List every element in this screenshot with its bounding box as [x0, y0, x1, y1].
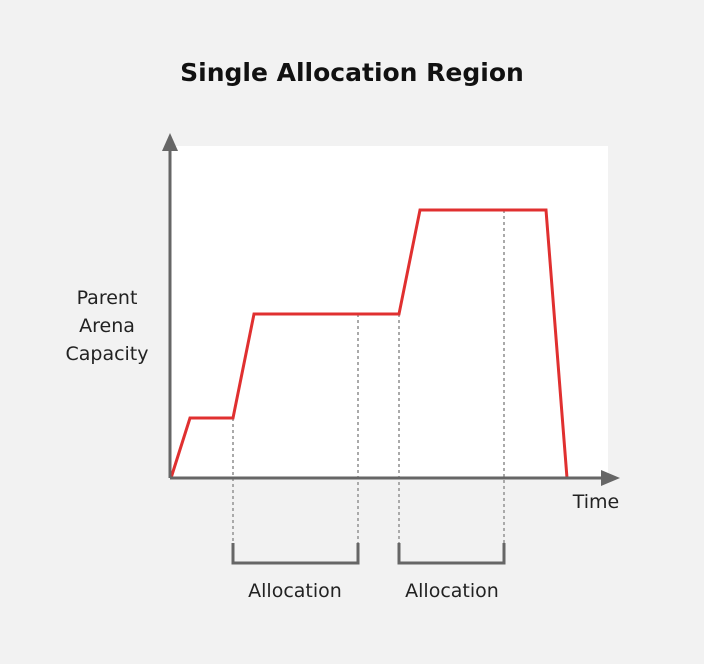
- allocation-label: Allocation: [248, 580, 342, 602]
- y-axis-label-line: Capacity: [65, 343, 149, 365]
- y-axis-label-line: Parent: [76, 287, 138, 309]
- plot-area: [170, 146, 608, 478]
- x-axis-arrowhead: [601, 470, 620, 486]
- allocation-bracket: [397, 543, 506, 565]
- guide-lines: [232, 210, 505, 545]
- x-axis-label: Time: [572, 491, 620, 513]
- y-axis-arrowhead: [162, 133, 178, 151]
- diagram-title: Single Allocation Region: [180, 58, 524, 87]
- allocation-bracket: [231, 543, 360, 565]
- y-axis-label-line: Arena: [79, 315, 135, 337]
- capacity-line: [169, 208, 569, 479]
- y-axis-label: Parent Arena Capacity: [46, 284, 168, 368]
- allocation-label: Allocation: [405, 580, 499, 602]
